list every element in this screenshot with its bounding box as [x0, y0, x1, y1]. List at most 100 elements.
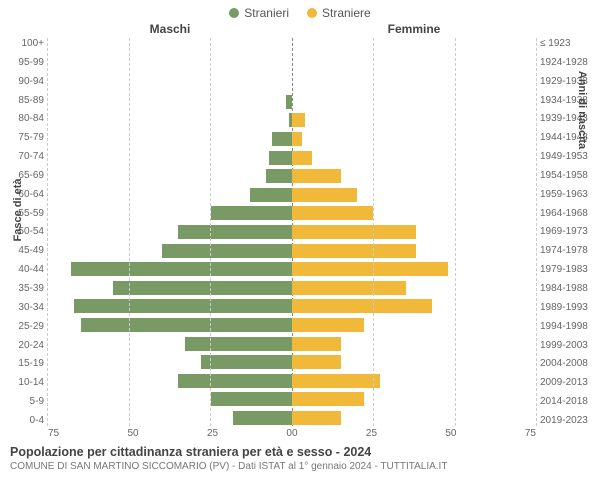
bar-row-male	[48, 261, 292, 277]
bar-row-female	[292, 261, 536, 277]
bar-row-male	[48, 336, 292, 352]
bar-male	[178, 374, 292, 388]
bars-female	[292, 38, 536, 426]
bar-row-male	[48, 131, 292, 147]
age-label: 15-19	[6, 358, 44, 369]
bar-row-female	[292, 38, 536, 54]
year-label: 1964-1968	[540, 208, 594, 219]
bar-row-female	[292, 336, 536, 352]
age-label: 20-24	[6, 340, 44, 351]
bar-female	[292, 392, 364, 406]
bar-row-female	[292, 317, 536, 333]
bar-row-male	[48, 243, 292, 259]
legend-item-female: Straniere	[307, 6, 371, 20]
bar-male	[74, 299, 292, 313]
year-label: 1994-1998	[540, 321, 594, 332]
age-label: 80-84	[6, 113, 44, 124]
x-tick: 0	[292, 428, 298, 439]
age-label: 0-4	[6, 415, 44, 426]
bar-row-female	[292, 57, 536, 73]
bar-row-female	[292, 354, 536, 370]
bar-male	[211, 392, 292, 406]
bar-female	[292, 132, 302, 146]
age-label: 25-29	[6, 321, 44, 332]
legend-swatch-female	[307, 8, 317, 18]
bar-row-male	[48, 391, 292, 407]
y-axis-title-left: Fasce di età	[12, 160, 24, 260]
chart: 100+95-9990-9485-8980-8475-7970-7465-696…	[0, 36, 600, 426]
year-label: 1999-2003	[540, 340, 594, 351]
year-label: 1979-1983	[540, 264, 594, 275]
bar-row-female	[292, 205, 536, 221]
caption-title: Popolazione per cittadinanza straniera p…	[10, 445, 590, 459]
bar-row-male	[48, 168, 292, 184]
bar-row-female	[292, 150, 536, 166]
age-label: 35-39	[6, 283, 44, 294]
x-tick: 50	[127, 428, 138, 439]
x-axis: 7550250 0255075	[0, 428, 600, 439]
bar-row-male	[48, 150, 292, 166]
gridline	[47, 38, 48, 426]
age-label: 30-34	[6, 302, 44, 313]
bar-female	[292, 151, 312, 165]
y-axis-title-right: Anni di nascita	[576, 60, 588, 160]
title-female: Femmine	[292, 22, 536, 36]
bar-row-female	[292, 224, 536, 240]
year-label: 2004-2008	[540, 358, 594, 369]
bar-male	[185, 337, 292, 351]
bar-female	[292, 206, 373, 220]
age-label: 85-89	[6, 95, 44, 106]
x-ticks-right: 0255075	[292, 428, 536, 439]
bar-row-male	[48, 410, 292, 426]
bar-row-male	[48, 205, 292, 221]
bar-row-female	[292, 243, 536, 259]
legend-label-male: Stranieri	[244, 6, 289, 20]
bar-row-male	[48, 75, 292, 91]
caption: Popolazione per cittadinanza straniera p…	[0, 439, 600, 472]
bar-male	[201, 355, 292, 369]
bar-row-male	[48, 94, 292, 110]
bar-row-female	[292, 280, 536, 296]
age-label: 75-79	[6, 132, 44, 143]
bar-row-female	[292, 187, 536, 203]
legend-swatch-male	[229, 8, 239, 18]
bar-female	[292, 188, 357, 202]
bar-male	[269, 151, 292, 165]
bar-row-female	[292, 75, 536, 91]
gridline	[536, 38, 537, 426]
age-label: 40-44	[6, 264, 44, 275]
bar-female	[292, 318, 364, 332]
bar-male	[178, 225, 292, 239]
gridline	[373, 38, 374, 426]
plot-area	[48, 38, 536, 426]
bar-male	[162, 244, 292, 258]
bar-row-male	[48, 280, 292, 296]
bar-row-male	[48, 112, 292, 128]
bar-male	[211, 206, 292, 220]
caption-subtitle: COMUNE DI SAN MARTINO SICCOMARIO (PV) - …	[10, 461, 590, 472]
year-label: 1969-1973	[540, 226, 594, 237]
bar-row-male	[48, 224, 292, 240]
age-label: 95-99	[6, 57, 44, 68]
x-ticks-left: 7550250	[48, 428, 292, 439]
bar-row-female	[292, 391, 536, 407]
legend: Stranieri Straniere	[0, 0, 600, 22]
legend-label-female: Straniere	[322, 6, 371, 20]
bars-male	[48, 38, 292, 426]
bar-male	[113, 281, 292, 295]
title-male: Maschi	[48, 22, 292, 36]
bar-female	[292, 169, 341, 183]
bar-row-female	[292, 131, 536, 147]
bar-male	[81, 318, 292, 332]
bar-row-male	[48, 354, 292, 370]
bar-male	[250, 188, 292, 202]
bar-row-male	[48, 317, 292, 333]
bar-male	[266, 169, 292, 183]
year-label: 2019-2023	[540, 415, 594, 426]
year-label: 1974-1978	[540, 245, 594, 256]
bar-female	[292, 244, 416, 258]
bar-female	[292, 337, 341, 351]
bar-row-female	[292, 410, 536, 426]
bar-female	[292, 299, 432, 313]
bar-male	[272, 132, 292, 146]
